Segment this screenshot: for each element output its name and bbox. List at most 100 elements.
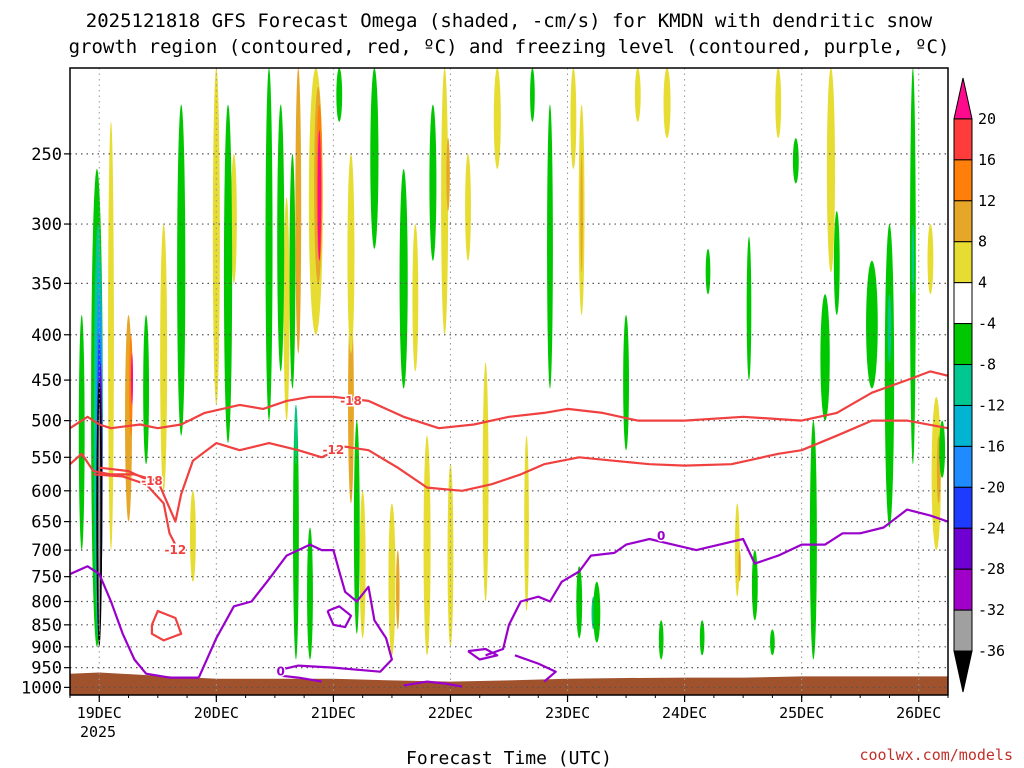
y-tick-label: 400 (31, 326, 62, 346)
x-tick-label: 24DEC (662, 704, 707, 722)
omega-region-descent (884, 224, 895, 528)
omega-region-ascent (388, 503, 396, 656)
omega-region-ascent (524, 435, 529, 612)
omega-region-ascent (189, 490, 196, 582)
omega-region-ascent (396, 550, 400, 630)
colorbar-label: -36 (978, 642, 1005, 660)
colorbar-label: 4 (978, 274, 987, 292)
omega-region-descent (547, 104, 553, 389)
omega-region-ascent (131, 353, 134, 405)
omega-region-ascent (412, 224, 419, 372)
y-tick-label: 450 (31, 371, 62, 391)
omega-region-descent (399, 168, 408, 389)
colorbar-segment (953, 77, 973, 120)
colorbar-segment (953, 282, 973, 325)
freezing-level-contour (326, 605, 353, 629)
omega-region-descent (809, 420, 817, 660)
dgz-contour (70, 370, 948, 430)
omega-region-descent (289, 153, 296, 389)
omega-region-ascent (317, 130, 322, 261)
dgz-contour (150, 609, 183, 642)
x-tick-label: 25DEC (779, 704, 824, 722)
omega-region-descent (699, 620, 705, 656)
freezing-level-contour (197, 543, 393, 683)
x-axis: 19DEC 20DEC 21DEC 22DEC 23DEC 24DEC 25DEC 26DEC (69, 695, 949, 722)
x-axis-label: Forecast Time (UTC) (406, 748, 612, 768)
x-tick-label: 21DEC (311, 704, 356, 722)
omega-region-descent (833, 210, 840, 316)
y-tick-label: 350 (31, 274, 62, 294)
omega-region-ascent (160, 224, 168, 491)
colorbar-segment (953, 364, 973, 406)
x-tick-label: 26DEC (896, 704, 941, 722)
omega-region-descent (866, 260, 878, 389)
omega-region-ascent (230, 153, 237, 284)
y-tick-label: 250 (31, 145, 62, 165)
x-tick-label: 23DEC (545, 704, 590, 722)
colorbar-label: -16 (978, 437, 1005, 455)
omega-region-descent (307, 527, 313, 660)
y-tick-label: 850 (31, 616, 62, 636)
credit-text: coolwx.com/models (859, 746, 1013, 764)
freezing-level-contour-label: 0 (657, 529, 665, 543)
y-tick-label: 900 (31, 638, 62, 658)
colorbar-label: -8 (978, 356, 996, 374)
freezing-level-contour (514, 654, 557, 683)
omega-region-descent (223, 104, 233, 444)
omega-region-descent (593, 581, 601, 643)
omega-region-descent (576, 566, 583, 639)
omega-region-descent (277, 104, 285, 372)
colorbar-label: -28 (978, 560, 1005, 578)
omega-region-descent (887, 294, 892, 363)
y-tick-label: 750 (31, 568, 62, 588)
y-tick-label: 600 (31, 482, 62, 502)
y-tick-label: 800 (31, 593, 62, 613)
omega-region-ascent (212, 68, 220, 405)
omega-region-descent (429, 104, 437, 261)
dgz-contour-label: -12 (165, 543, 187, 557)
colorbar-segment (953, 486, 973, 529)
chart-title-line-1: 2025121818 GFS Forecast Omega (shaded, -… (86, 10, 933, 32)
freezing-level-contour (467, 647, 499, 661)
colorbar-label: -20 (978, 478, 1005, 496)
omega-region-descent (939, 420, 946, 478)
omega-region-descent (530, 68, 535, 122)
omega-region-descent (294, 404, 298, 465)
colorbar-segment (953, 527, 973, 570)
omega-region-descent (792, 138, 799, 184)
omega-region-descent (143, 315, 150, 465)
omega-region-ascent (465, 153, 471, 261)
freezing-level-contour (403, 680, 463, 688)
omega-region-descent (293, 404, 299, 660)
dgz-contour-label: -18 (340, 394, 362, 408)
omega-region-ascent (738, 550, 741, 582)
omega-region-ascent (927, 224, 934, 295)
terrain-area (70, 672, 948, 695)
omega-region-ascent (580, 153, 583, 273)
colorbar-label: -4 (978, 315, 996, 333)
omega-region-descent (265, 68, 273, 421)
freezing-level-contour (485, 508, 948, 657)
y-tick-label: 500 (31, 412, 62, 432)
omega-region-ascent (359, 490, 366, 639)
colorbar-segment (953, 404, 973, 447)
dgz-contour (70, 419, 948, 523)
y-tick-label: 700 (31, 541, 62, 561)
dgz-contour-label: -18 (141, 474, 163, 488)
freezing-level-contour-label: 0 (277, 665, 285, 679)
colorbar-label: -24 (978, 519, 1005, 537)
omega-region-ascent (441, 68, 449, 335)
freezing-level-contour (70, 565, 199, 679)
omega-region-ascent (570, 68, 577, 169)
y-axis: 2503003504004505005506006507007508008509… (21, 145, 70, 698)
y-tick-label: 300 (31, 215, 62, 235)
omega-region-descent (820, 294, 830, 421)
omega-region-descent (746, 236, 752, 381)
omega-shading (78, 68, 946, 660)
omega-region-descent (353, 420, 360, 634)
dgz-contour (99, 466, 147, 481)
colorbar-segment (953, 609, 973, 652)
x-tick-label: 20DEC (194, 704, 239, 722)
omega-region-ascent (734, 503, 740, 597)
